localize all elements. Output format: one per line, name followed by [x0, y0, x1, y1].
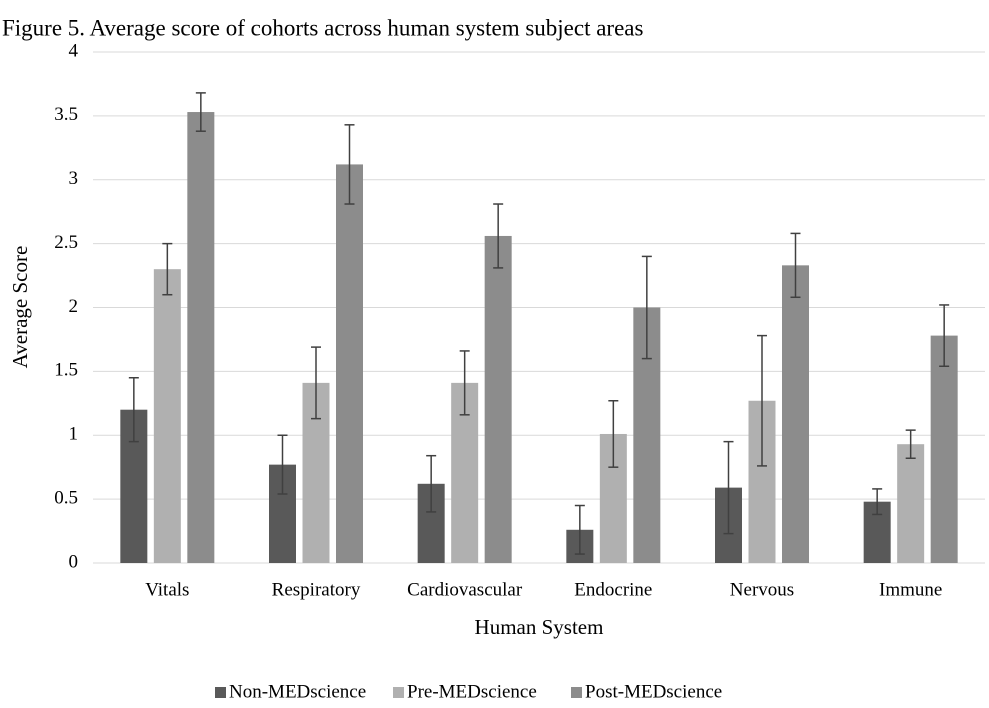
legend-label: Non-MEDscience [229, 681, 366, 702]
error-bar [905, 429, 916, 459]
x-tick-label: Respiratory [272, 579, 361, 600]
y-tick-label: 3.5 [54, 104, 78, 125]
error-bar [641, 255, 652, 360]
bar [897, 444, 925, 563]
chart-title: Figure 5. Average score of cohorts acros… [2, 15, 644, 40]
error-bar [162, 242, 173, 296]
bar [484, 235, 512, 563]
legend-label: Pre-MEDscience [407, 681, 537, 702]
error-bar [574, 504, 585, 555]
error-bar [426, 454, 437, 513]
y-tick-label: 1.5 [54, 360, 78, 381]
error-bar [757, 334, 767, 467]
legend-label: Post-MEDscience [585, 681, 722, 702]
y-axis-label: Average Score [8, 246, 32, 369]
bar [187, 112, 215, 563]
y-tick-label: 0 [69, 551, 79, 572]
bar [782, 265, 809, 563]
error-bar [459, 350, 470, 416]
x-axis-label: Human System [475, 615, 604, 639]
error-bar [493, 203, 504, 269]
x-tick-label: Endocrine [574, 579, 652, 600]
x-tick-label: Vitals [145, 579, 189, 600]
y-tick-label: 2.5 [54, 232, 78, 253]
y-tick-label: 1 [69, 424, 79, 445]
error-bar [128, 377, 139, 443]
y-tick-label: 4 [69, 40, 79, 61]
error-bar [311, 346, 321, 420]
x-tick-label: Nervous [730, 579, 794, 600]
legend-swatch [393, 687, 404, 698]
error-bar [277, 434, 288, 495]
error-bar [872, 488, 883, 516]
error-bar [344, 124, 355, 205]
bar [153, 269, 181, 563]
error-bar [608, 400, 619, 468]
error-bar [723, 440, 734, 535]
bar [336, 164, 363, 564]
x-tick-label: Immune [879, 579, 942, 600]
error-bar [195, 92, 206, 132]
error-bar [790, 232, 801, 299]
bar [930, 335, 958, 563]
y-tick-label: 2 [69, 296, 79, 317]
legend-swatch [571, 687, 582, 698]
x-tick-label: Cardiovascular [407, 579, 523, 600]
error-bar [939, 304, 950, 368]
y-tick-label: 0.5 [54, 487, 78, 508]
y-tick-label: 3 [69, 168, 79, 189]
legend-swatch [215, 687, 226, 698]
